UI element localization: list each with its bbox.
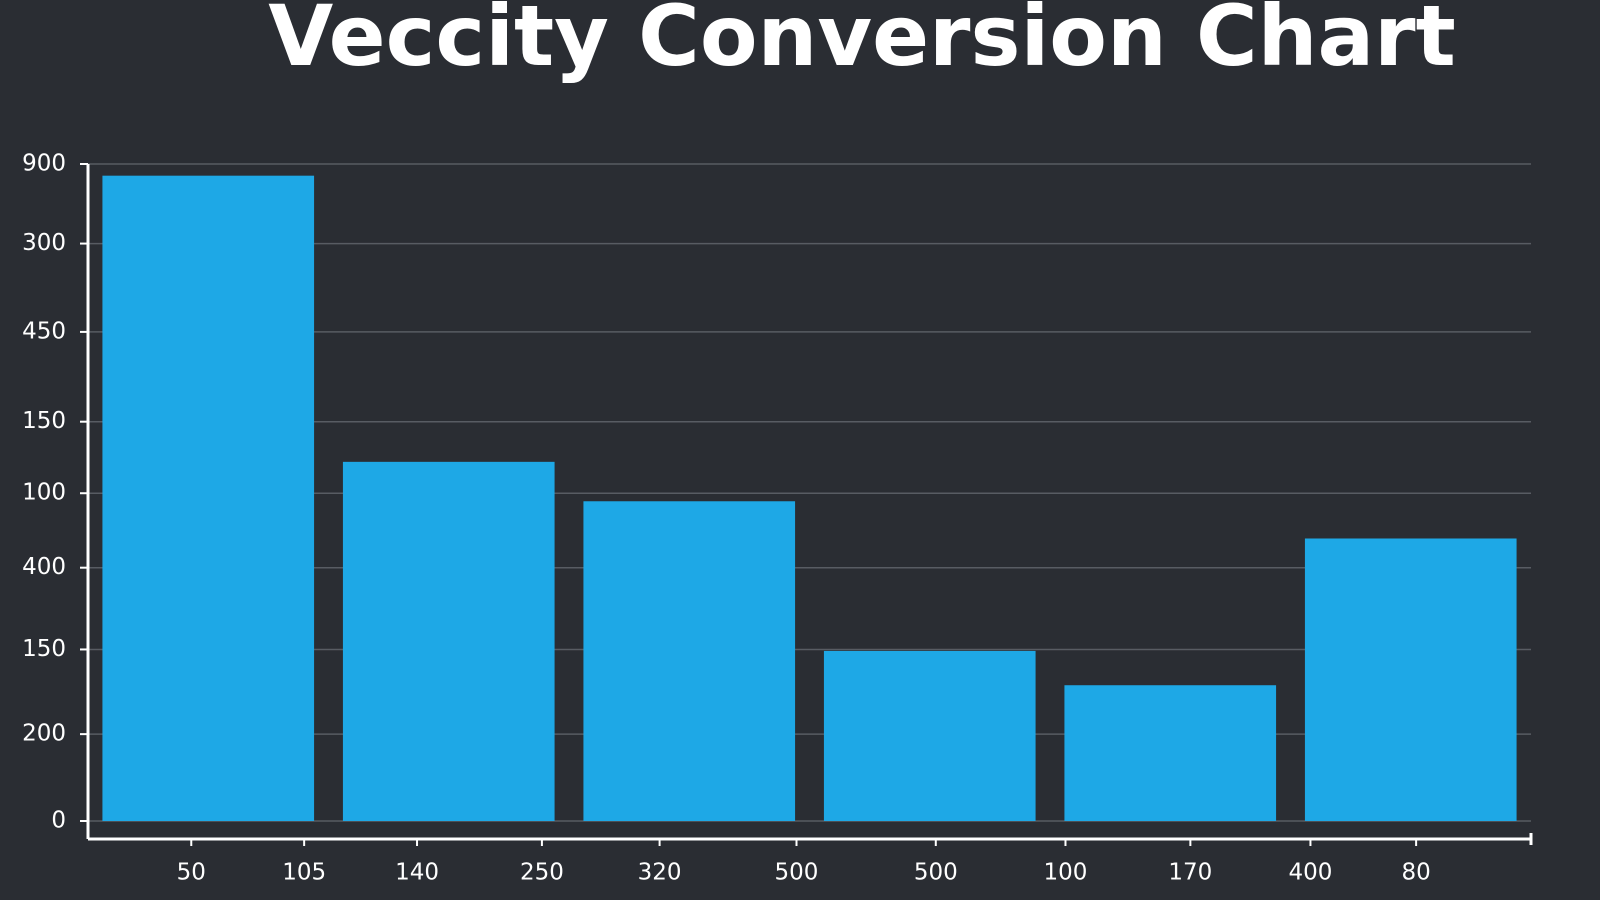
chart-title: Veccity Conversion Chart xyxy=(268,0,1455,85)
x-tick-label: 80 xyxy=(1401,860,1430,886)
x-tick-label: 400 xyxy=(1288,860,1332,886)
y-tick-label: 100 xyxy=(22,480,66,506)
bar xyxy=(823,650,1036,821)
bar xyxy=(1064,685,1277,821)
x-tick-label: 140 xyxy=(395,860,439,886)
x-tick-label: 320 xyxy=(638,860,682,886)
bar xyxy=(342,461,555,821)
bar xyxy=(1304,538,1517,821)
y-tick-label: 150 xyxy=(22,636,66,662)
y-tick-label: 900 xyxy=(22,151,66,177)
y-tick-label: 200 xyxy=(22,721,66,747)
y-tick-label: 450 xyxy=(22,318,66,344)
x-tick-label: 105 xyxy=(282,860,326,886)
y-tick-label: 0 xyxy=(51,808,66,834)
x-tick-label: 50 xyxy=(177,860,206,886)
bar xyxy=(102,175,315,821)
x-tick-label: 250 xyxy=(520,860,564,886)
x-tick-label: 500 xyxy=(775,860,819,886)
y-tick-label: 150 xyxy=(22,408,66,434)
x-tick-label: 170 xyxy=(1168,860,1212,886)
x-tick-label: 500 xyxy=(914,860,958,886)
y-tick-label: 300 xyxy=(22,230,66,256)
x-tick-label: 100 xyxy=(1044,860,1088,886)
y-tick-label: 400 xyxy=(22,554,66,580)
bar xyxy=(583,501,796,821)
